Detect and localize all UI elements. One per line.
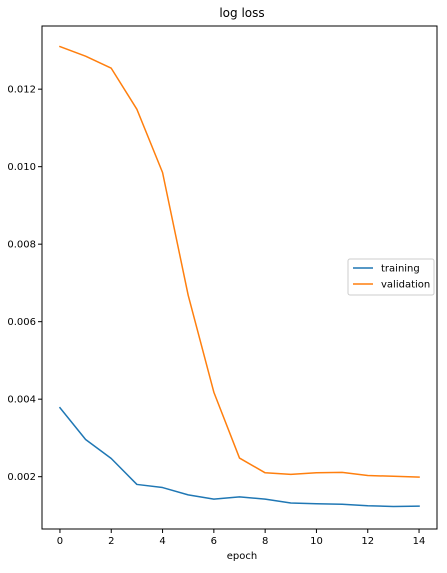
legend-label-validation: validation xyxy=(381,280,430,291)
y-tick-label: 0.002 xyxy=(7,472,36,483)
x-axis-label: epoch xyxy=(227,551,257,562)
y-tick-label: 0.010 xyxy=(7,162,36,173)
y-axis: 0.002 0.004 0.006 0.008 0.010 0.012 xyxy=(7,85,42,483)
series-line-training xyxy=(58,406,420,508)
plot-frame xyxy=(41,25,438,530)
y-tick-label: 0.006 xyxy=(7,317,36,328)
legend-label-training: training xyxy=(381,264,420,275)
x-tick-label: 12 xyxy=(361,536,374,547)
x-axis: 0 2 4 6 8 10 12 14 xyxy=(57,529,426,547)
x-tick-label: 14 xyxy=(413,536,426,547)
y-tick-label: 0.008 xyxy=(7,240,36,251)
x-tick-label: 6 xyxy=(211,536,217,547)
chart-title: log loss xyxy=(219,6,264,20)
x-tick-label: 4 xyxy=(159,536,165,547)
x-tick-label: 2 xyxy=(108,536,114,547)
legend: training validation xyxy=(347,258,435,296)
plot-area xyxy=(58,45,420,508)
y-tick-label: 0.012 xyxy=(7,85,36,96)
x-tick-label: 8 xyxy=(262,536,268,547)
x-tick-label: 0 xyxy=(57,536,63,547)
series-line-validation xyxy=(58,45,420,478)
y-tick-label: 0.004 xyxy=(7,395,36,406)
x-tick-label: 10 xyxy=(310,536,323,547)
